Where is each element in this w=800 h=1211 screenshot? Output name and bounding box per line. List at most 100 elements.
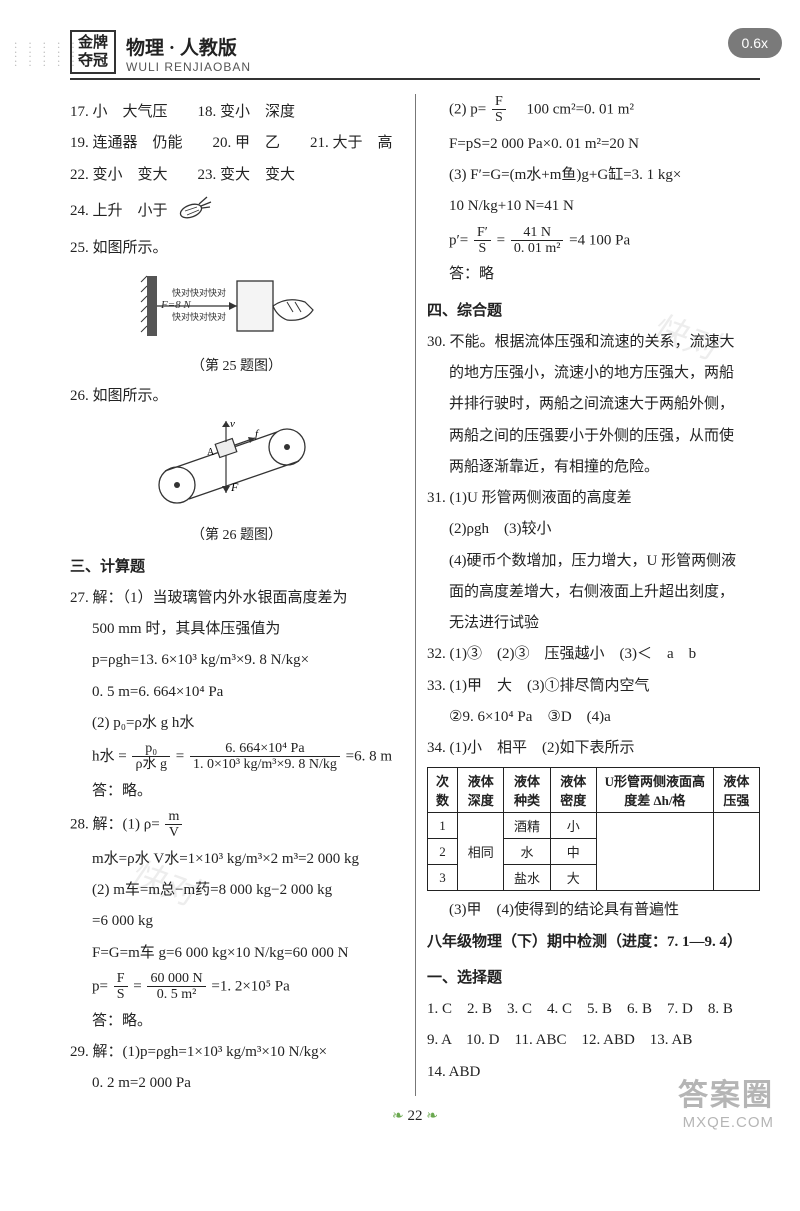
fraction: F S xyxy=(492,94,506,126)
td xyxy=(713,813,759,891)
answer-line: (2)ρgh (3)较小 xyxy=(449,516,760,542)
frac-num: m xyxy=(165,809,182,825)
fraction: 60 000 N 0. 5 m² xyxy=(147,971,205,1003)
answer-line: 500 mm 时，其具体压强值为 xyxy=(92,616,403,642)
fig26-svg: v f A F xyxy=(147,415,327,515)
title-pinyin: WULI RENJIAOBAN xyxy=(126,60,251,74)
frac-num: F′ xyxy=(474,225,491,241)
svg-text:v: v xyxy=(230,418,235,430)
answer-line: 27. 解：（1）当玻璃管内外水银面高度差为 xyxy=(70,585,403,611)
th: 液体深度 xyxy=(458,768,504,813)
answer-line: 26. 如图所示。 xyxy=(70,383,403,409)
fraction: 41 N 0. 01 m² xyxy=(511,225,564,257)
page-header: 金牌 夺冠 物理 · 人教版 WULI RENJIAOBAN xyxy=(70,30,760,80)
answer-line: ②9. 6×10⁴ Pa ③D (4)a xyxy=(449,704,760,730)
eq-lhs: p= xyxy=(92,978,108,994)
eq-lhs: p′= xyxy=(449,232,468,248)
eq-rhs: 100 cm²=0. 01 m² xyxy=(512,101,634,117)
answer-line: 28. 解：(1) ρ= m V xyxy=(70,809,403,841)
frac-den: S xyxy=(114,987,128,1002)
frac-den: S xyxy=(492,110,506,125)
figure-26-caption: （第 26 题图） xyxy=(70,524,403,544)
answer-line: p= F S = 60 000 N 0. 5 m² =1. 2×10⁵ Pa xyxy=(92,971,403,1003)
answer-line: 17. 小 大气压 18. 变小 深度 xyxy=(70,99,403,125)
td: 酒精 xyxy=(504,813,550,839)
eq-rhs: =1. 2×10⁵ Pa xyxy=(211,978,289,994)
answer-line: 两船逐渐靠近，有相撞的危险。 xyxy=(449,454,760,480)
svg-text:F=8 N: F=8 N xyxy=(160,299,191,311)
td xyxy=(596,813,713,891)
svg-text:快对快对快对: 快对快对快对 xyxy=(172,311,226,322)
frac-num: F xyxy=(492,94,506,110)
title-block: 物理 · 人教版 WULI RENJIAOBAN xyxy=(126,33,251,74)
answer-line: 无法进行试验 xyxy=(449,610,760,636)
td: 小 xyxy=(550,813,596,839)
answer-line: 32. (1)③ (2)③ 压强越小 (3)＜ a b xyxy=(427,641,760,667)
td: 盐水 xyxy=(504,865,550,891)
answer-line: 0. 2 m=2 000 Pa xyxy=(92,1070,403,1096)
answer-line: F=pS=2 000 Pa×0. 01 m²=20 N xyxy=(449,131,760,157)
answer-line: 19. 连通器 仍能 20. 甲 乙 21. 大于 高 xyxy=(70,130,403,156)
content-columns: 17. 小 大气压 18. 变小 深度 19. 连通器 仍能 20. 甲 乙 2… xyxy=(70,94,760,1096)
frac-den: 1. 0×10³ kg/m³×9. 8 N/kg xyxy=(190,757,340,772)
answer-line: 面的高度差增大，右侧液面上升超出刻度， xyxy=(449,579,760,605)
answer-line: p′= F′ S = 41 N 0. 01 m² =4 100 Pa xyxy=(449,225,760,257)
answer-line: 的地方压强小，流速小的地方压强大，两船 xyxy=(449,360,760,386)
midterm-heading: 八年级物理（下）期中检测（进度：7. 1—9. 4） xyxy=(427,929,760,955)
eq-rhs: =4 100 Pa xyxy=(569,232,630,248)
fraction: 6. 664×10⁴ Pa 1. 0×10³ kg/m³×9. 8 N/kg xyxy=(190,741,340,773)
td: 1 xyxy=(428,813,458,839)
answer-line: 22. 变小 变大 23. 变大 变大 xyxy=(70,162,403,188)
svg-text:F: F xyxy=(230,480,239,494)
brand-bot: 夺冠 xyxy=(78,52,108,70)
answer-line: 30. 不能。根据流体压强和流速的关系，流速大 xyxy=(427,329,760,355)
answer-line: 两船之间的压强要小于外侧的压强，从而使 xyxy=(449,423,760,449)
frac-den: S xyxy=(474,241,491,256)
fig25-svg: 快对快对快对 F=8 N 快对快对快对 xyxy=(137,266,337,346)
frac-num: p₀ xyxy=(132,741,170,757)
frac-num: 6. 664×10⁴ Pa xyxy=(190,741,340,757)
leaf-icon: ❧ xyxy=(392,1109,404,1124)
brand-top: 金牌 xyxy=(78,34,108,52)
answer-text: 24. 上升 小于 xyxy=(70,203,168,219)
page-number-value: 22 xyxy=(408,1108,423,1124)
page-number: ❧ 22 ❧ xyxy=(70,1108,760,1125)
table-row: 1 相同 酒精 小 xyxy=(428,813,760,839)
answer-line: 31. (1)U 形管两侧液面的高度差 xyxy=(427,485,760,511)
answer-line: 25. 如图所示。 xyxy=(70,235,403,261)
th: 液体种类 xyxy=(504,768,550,813)
fraction: m V xyxy=(165,809,182,841)
figure-25-caption: （第 25 题图） xyxy=(70,355,403,375)
frac-num: F xyxy=(114,971,128,987)
frac-num: 41 N xyxy=(511,225,564,241)
eq-lhs: 28. 解：(1) ρ= xyxy=(70,816,160,832)
frac-den: 0. 01 m² xyxy=(511,241,564,256)
fraction: F′ S xyxy=(474,225,491,257)
answer-line: (4)硬币个数增加，压力增大，U 形管两侧液 xyxy=(449,548,760,574)
leaf-icon: ❧ xyxy=(426,1109,438,1124)
td: 中 xyxy=(550,839,596,865)
page: : : : : :: : : : :: : : : : 金牌 夺冠 物理 · 人… xyxy=(0,0,800,1145)
footer-brand-cn: 答案圈 xyxy=(678,1070,774,1114)
td: 相同 xyxy=(458,813,504,891)
eq-rhs: =6. 8 m xyxy=(346,748,392,764)
answer-line: 1. C 2. B 3. C 4. C 5. B 6. B 7. D 8. B xyxy=(427,996,760,1022)
th: 液体压强 xyxy=(713,768,759,813)
td: 大 xyxy=(550,865,596,891)
footer-brand-en: MXQE.COM xyxy=(678,1114,774,1131)
th: 液体密度 xyxy=(550,768,596,813)
footer-brand: 答案圈 MXQE.COM xyxy=(678,1070,774,1131)
fraction: F S xyxy=(114,971,128,1003)
answer-line: p=ρgh=13. 6×10³ kg/m³×9. 8 N/kg× xyxy=(92,647,403,673)
eq-lhs: h水 = xyxy=(92,748,127,764)
section-heading: 一、选择题 xyxy=(427,965,760,991)
answer-line: 33. (1)甲 大 (3)①排尽筒内空气 xyxy=(427,673,760,699)
svg-text:A: A xyxy=(207,447,215,458)
answer-line: (2) p= F S 100 cm²=0. 01 m² xyxy=(449,94,760,126)
answer-line: 10 N/kg+10 N=41 N xyxy=(449,193,760,219)
q34-table: 次数 液体深度 液体种类 液体密度 U形管两侧液面高度差 Δh/格 液体压强 1… xyxy=(427,767,760,891)
answer-line: (2) p₀=ρ水 g h水 xyxy=(92,710,403,736)
section-heading: 三、计算题 xyxy=(70,554,403,580)
title-cn: 物理 · 人教版 xyxy=(126,33,251,60)
eq-lhs: (2) p= xyxy=(449,101,486,117)
